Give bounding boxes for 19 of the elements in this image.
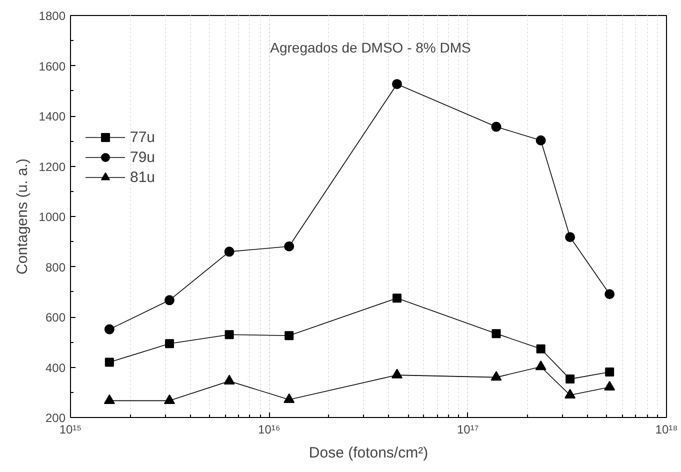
x-tick-label: 10¹⁵ bbox=[59, 422, 82, 436]
y-tick-label: 1000 bbox=[38, 210, 66, 224]
legend-label: 81u bbox=[130, 168, 156, 186]
y-tick-label: 800 bbox=[45, 260, 66, 274]
y-tick-label: 400 bbox=[45, 360, 66, 375]
legend-label: 79u bbox=[130, 148, 156, 166]
y-tick-label: 1800 bbox=[38, 9, 66, 23]
x-tick-label: 10¹⁷ bbox=[456, 422, 479, 436]
y-tick-label: 200 bbox=[45, 411, 66, 425]
y-tick-label: 600 bbox=[45, 310, 66, 324]
x-tick-label: 10¹⁶ bbox=[258, 422, 280, 436]
y-tick-label: 1400 bbox=[38, 110, 66, 124]
x-axis-title: Dose (fotons/cm²) bbox=[308, 444, 428, 462]
legend-label: 77u bbox=[130, 128, 156, 146]
x-tick-label: 10¹⁸ bbox=[655, 422, 678, 436]
text: Agregados de DMSO - 8% DMS bbox=[270, 40, 471, 56]
y-tick-label: 1200 bbox=[38, 160, 66, 174]
y-tick-label: 1600 bbox=[38, 59, 66, 74]
y-axis-title: Contagens (u. a.) bbox=[14, 158, 31, 274]
